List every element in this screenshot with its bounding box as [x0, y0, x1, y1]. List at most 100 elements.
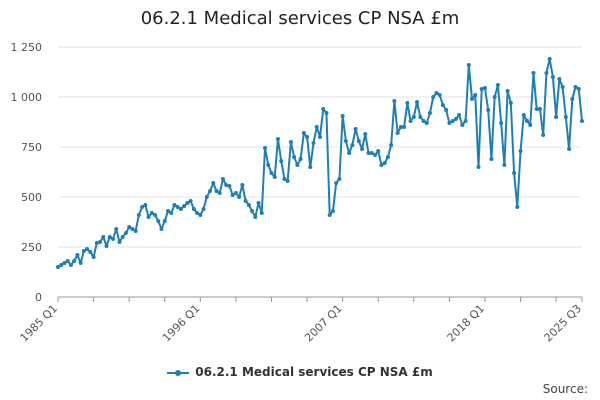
data-point[interactable] [479, 87, 484, 91]
data-point[interactable] [560, 85, 565, 89]
data-point[interactable] [279, 159, 284, 163]
data-point[interactable] [127, 225, 132, 229]
data-point[interactable] [91, 255, 96, 259]
data-point[interactable] [188, 199, 193, 203]
data-point[interactable] [580, 119, 584, 123]
data-point[interactable] [457, 113, 462, 117]
data-point[interactable] [324, 111, 329, 115]
data-point[interactable] [172, 203, 177, 207]
data-point[interactable] [227, 184, 232, 188]
data-point[interactable] [224, 183, 229, 187]
data-point[interactable] [130, 227, 135, 231]
data-point[interactable] [191, 207, 196, 211]
data-point[interactable] [444, 108, 449, 112]
data-point[interactable] [550, 75, 555, 79]
data-point[interactable] [62, 261, 67, 265]
data-point[interactable] [434, 91, 439, 95]
data-point[interactable] [376, 149, 381, 153]
data-point[interactable] [68, 263, 73, 267]
data-point[interactable] [554, 115, 559, 119]
data-point[interactable] [557, 77, 562, 81]
data-point[interactable] [175, 205, 180, 209]
data-point[interactable] [298, 157, 303, 161]
data-point[interactable] [372, 153, 377, 157]
data-point[interactable] [547, 57, 552, 61]
data-point[interactable] [292, 155, 297, 159]
data-point[interactable] [453, 117, 458, 121]
data-point[interactable] [88, 250, 93, 254]
data-point[interactable] [330, 209, 335, 213]
data-point[interactable] [75, 253, 80, 257]
data-point[interactable] [573, 85, 578, 89]
data-point[interactable] [398, 125, 403, 129]
data-point[interactable] [85, 247, 90, 251]
data-point[interactable] [492, 95, 497, 99]
data-point[interactable] [204, 195, 209, 199]
data-point[interactable] [153, 213, 158, 217]
data-point[interactable] [214, 189, 219, 193]
data-point[interactable] [185, 201, 190, 205]
data-point[interactable] [78, 261, 83, 265]
data-point[interactable] [240, 183, 245, 187]
data-point[interactable] [110, 237, 115, 241]
data-point[interactable] [136, 213, 141, 217]
data-point[interactable] [81, 249, 86, 253]
data-point[interactable] [305, 135, 310, 139]
data-point[interactable] [518, 149, 523, 153]
data-point[interactable] [544, 71, 549, 75]
data-point[interactable] [395, 131, 400, 135]
data-point[interactable] [256, 201, 261, 205]
data-point[interactable] [133, 229, 138, 233]
data-point[interactable] [263, 146, 268, 150]
data-point[interactable] [72, 259, 77, 263]
data-point[interactable] [418, 115, 423, 119]
data-point[interactable] [563, 115, 568, 119]
data-point[interactable] [389, 143, 394, 147]
data-point[interactable] [101, 235, 106, 239]
data-point[interactable] [230, 193, 235, 197]
data-point[interactable] [402, 125, 407, 129]
data-point[interactable] [534, 107, 539, 111]
data-point[interactable] [360, 147, 365, 151]
data-point[interactable] [211, 181, 216, 185]
data-point[interactable] [120, 235, 125, 239]
data-point[interactable] [515, 205, 520, 209]
data-point[interactable] [178, 207, 183, 211]
data-point[interactable] [104, 244, 109, 248]
data-point[interactable] [243, 199, 248, 203]
data-point[interactable] [508, 101, 513, 105]
data-point[interactable] [246, 203, 251, 207]
data-point[interactable] [567, 147, 572, 151]
data-point[interactable] [424, 121, 429, 125]
data-point[interactable] [114, 227, 119, 231]
data-point[interactable] [495, 83, 500, 87]
data-point[interactable] [59, 263, 64, 267]
data-point[interactable] [314, 125, 319, 129]
data-point[interactable] [460, 123, 465, 127]
data-point[interactable] [421, 119, 426, 123]
data-point[interactable] [269, 171, 274, 175]
data-point[interactable] [327, 213, 332, 217]
data-point[interactable] [537, 107, 542, 111]
data-point[interactable] [143, 203, 148, 207]
data-point[interactable] [411, 115, 416, 119]
data-point[interactable] [382, 161, 387, 165]
data-point[interactable] [347, 151, 352, 155]
data-point[interactable] [117, 240, 122, 244]
data-point[interactable] [272, 175, 277, 179]
data-point[interactable] [208, 189, 213, 193]
data-point[interactable] [476, 165, 481, 169]
data-point[interactable] [379, 163, 384, 167]
data-point[interactable] [337, 177, 342, 181]
data-point[interactable] [165, 209, 170, 213]
data-point[interactable] [463, 119, 468, 123]
data-point[interactable] [250, 209, 255, 213]
data-point[interactable] [282, 177, 287, 181]
data-point[interactable] [288, 140, 293, 144]
data-point[interactable] [499, 121, 504, 125]
data-point[interactable] [541, 133, 546, 137]
data-point[interactable] [482, 86, 487, 90]
data-point[interactable] [366, 151, 371, 155]
data-point[interactable] [512, 171, 517, 175]
data-point[interactable] [266, 163, 271, 167]
